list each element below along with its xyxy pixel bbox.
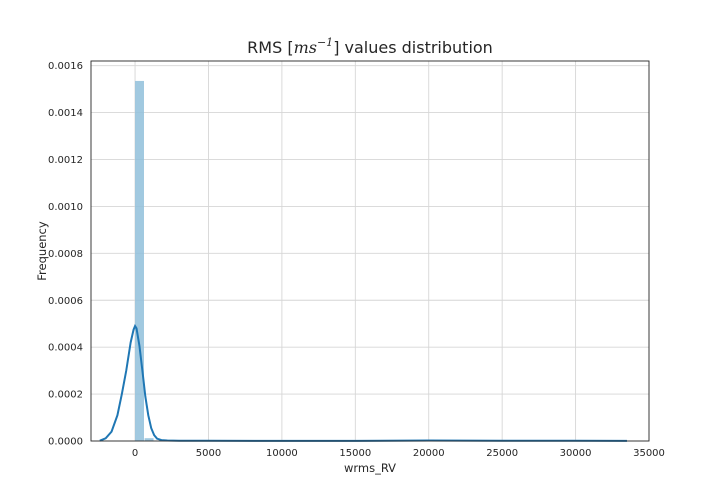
- y-tick-label: 0.0014: [48, 108, 83, 119]
- x-tick-label: 10000: [266, 448, 298, 459]
- x-tick-label: 20000: [413, 448, 445, 459]
- y-tick-label: 0.0006: [48, 296, 83, 307]
- y-tick-label: 0.0012: [48, 155, 83, 166]
- y-tick-label: 0.0002: [48, 390, 83, 401]
- x-tick-label: 35000: [633, 448, 665, 459]
- y-tick-label: 0.0000: [48, 437, 83, 448]
- x-tick-label: 30000: [560, 448, 592, 459]
- grid-lines: [91, 61, 650, 442]
- y-axis-ticks: 0.0000 0.0002 0.0004 0.0006 0.0008 0.0010 0.00…: [48, 61, 83, 447]
- y-axis-label: Frequency: [35, 221, 49, 281]
- histogram-bar: [135, 80, 144, 442]
- x-axis-ticks: 0 5000 10000 15000 20000 25000 30000 35000: [132, 448, 665, 459]
- y-tick-label: 0.0016: [48, 61, 83, 72]
- histogram-bars: [135, 80, 154, 442]
- x-tick-label: 5000: [196, 448, 221, 459]
- y-tick-label: 0.0008: [48, 249, 83, 260]
- x-tick-label: 15000: [339, 448, 371, 459]
- y-tick-label: 0.0004: [48, 343, 83, 354]
- x-tick-label: 0: [132, 448, 138, 459]
- histogram-bar: [144, 438, 154, 441]
- plot-frame: [90, 60, 650, 442]
- x-tick-label: 25000: [486, 448, 518, 459]
- y-tick-label: 0.0010: [48, 202, 83, 213]
- kde-curve: [99, 323, 627, 442]
- x-axis-label: wrms_RV: [344, 461, 396, 475]
- chart-title: RMS [ms−1] values distribution: [247, 36, 493, 57]
